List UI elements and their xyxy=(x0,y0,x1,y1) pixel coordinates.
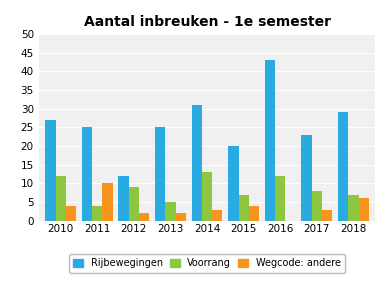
Title: Aantal inbreuken - 1e semester: Aantal inbreuken - 1e semester xyxy=(84,15,330,29)
Bar xyxy=(118,176,129,221)
Bar xyxy=(348,195,359,221)
Bar xyxy=(338,112,348,221)
Bar xyxy=(92,206,103,221)
Bar xyxy=(176,213,186,221)
Bar xyxy=(265,60,275,221)
Bar xyxy=(155,127,165,221)
Bar xyxy=(212,209,223,221)
Bar xyxy=(165,202,176,221)
Bar xyxy=(192,105,202,221)
Bar xyxy=(238,195,249,221)
Bar xyxy=(312,191,322,221)
Legend: Rijbewegingen, Voorrang, Wegcode: andere: Rijbewegingen, Voorrang, Wegcode: andere xyxy=(68,254,346,273)
Bar xyxy=(358,198,369,221)
Bar xyxy=(139,213,149,221)
Bar xyxy=(301,135,312,221)
Bar xyxy=(82,127,92,221)
Bar xyxy=(202,172,212,221)
Bar xyxy=(56,176,66,221)
Bar xyxy=(275,176,285,221)
Bar xyxy=(228,146,238,221)
Bar xyxy=(322,209,332,221)
Bar xyxy=(103,183,113,221)
Bar xyxy=(249,206,259,221)
Bar xyxy=(129,187,139,221)
Bar xyxy=(45,120,56,221)
Bar xyxy=(66,206,76,221)
